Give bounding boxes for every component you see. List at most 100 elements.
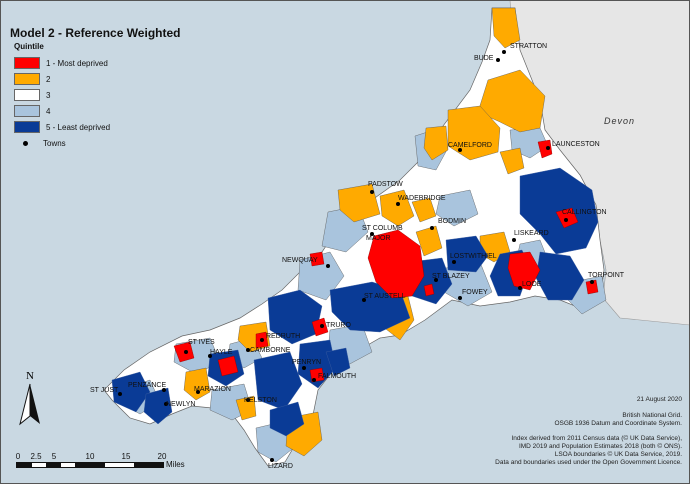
credit-line: LSOA boundaries © UK Data Service, 2019. xyxy=(554,451,682,459)
scale-unit: Miles xyxy=(166,460,185,469)
legend-item-4: 4 xyxy=(14,103,110,119)
town-label: NEWLYN xyxy=(166,401,195,408)
legend-swatch-5 xyxy=(14,121,40,133)
legend-label-towns: Towns xyxy=(43,138,66,148)
legend-label-2: 2 xyxy=(46,74,51,84)
legend-item-towns: Towns xyxy=(14,135,110,151)
credit-line: British National Grid. xyxy=(622,412,682,420)
town-label: LISKEARD xyxy=(514,230,549,237)
legend-label-3: 3 xyxy=(46,90,51,100)
town-marker xyxy=(590,280,594,284)
scale-tick: 2.5 xyxy=(30,452,42,461)
credit-line: OSGB 1936 Datum and Coordinate System. xyxy=(554,420,682,428)
town-label: CALLINGTON xyxy=(562,209,607,216)
map-date: 21 August 2020 xyxy=(636,396,682,403)
town-marker xyxy=(246,348,250,352)
town-label: LAUNCESTON xyxy=(552,141,600,148)
legend-swatch-3 xyxy=(14,89,40,101)
legend-label-1: 1 - Most deprived xyxy=(46,58,108,68)
town-marker xyxy=(246,398,250,402)
town-label: ST COLUMB xyxy=(362,225,403,232)
scale-tick: 15 xyxy=(121,452,131,461)
scale-ticks: 0 2.5 5 10 15 20 xyxy=(16,452,186,462)
town-marker xyxy=(370,232,374,236)
town-marker xyxy=(164,402,168,406)
town-label: LOOE xyxy=(522,281,542,288)
legend-item-1: 1 - Most deprived xyxy=(14,55,110,71)
town-label: WADEBRIDGE xyxy=(398,195,446,202)
town-label: ST JUST xyxy=(90,387,119,394)
town-marker xyxy=(434,278,438,282)
town-label: TRURO xyxy=(326,322,351,329)
north-arrow: N xyxy=(18,370,42,431)
town-marker xyxy=(458,296,462,300)
town-label: CAMBORNE xyxy=(250,347,291,354)
town-label: ST AUSTELL xyxy=(364,293,406,300)
town-marker xyxy=(302,366,306,370)
legend: Quintile 1 - Most deprived 2 3 4 5 - Lea… xyxy=(14,42,110,151)
legend-item-2: 2 xyxy=(14,71,110,87)
credit-line: Data and boundaries used under the Open … xyxy=(495,459,682,467)
devon-label: Devon xyxy=(604,116,636,126)
north-label: N xyxy=(26,370,34,382)
town-label: REDRUTH xyxy=(266,333,300,340)
credit-line: Index derived from 2011 Census data (© U… xyxy=(511,434,683,442)
town-marker xyxy=(370,190,374,194)
town-label: CAMELFORD xyxy=(448,142,492,149)
town-label: HELSTON xyxy=(244,397,277,404)
legend-label-5: 5 - Least deprived xyxy=(46,122,111,132)
scale-bar: 0 2.5 5 10 15 20 Miles xyxy=(16,452,186,469)
town-marker xyxy=(564,218,568,222)
town-label: LOSTWITHIEL xyxy=(450,253,497,260)
town-marker xyxy=(118,392,122,396)
town-label: TORPOINT xyxy=(588,272,625,279)
town-label: MARAZION xyxy=(194,386,231,393)
legend-label-4: 4 xyxy=(46,106,51,116)
town-marker xyxy=(546,146,550,150)
town-marker xyxy=(502,50,506,54)
legend-swatch-2 xyxy=(14,73,40,85)
town-marker xyxy=(260,338,264,342)
town-marker xyxy=(320,324,324,328)
credit-line: IMD 2019 and Population Estimates 2018 (… xyxy=(518,442,682,450)
town-dot-icon xyxy=(23,140,28,146)
town-marker xyxy=(430,226,434,230)
credits: 21 August 2020 British National Grid. OS… xyxy=(382,396,682,467)
quintile-5-areas xyxy=(111,167,599,437)
town-label: STRATTON xyxy=(510,43,547,50)
town-label: PENRYN xyxy=(292,359,321,366)
town-label: ST IVES xyxy=(188,339,215,346)
town-marker xyxy=(208,354,212,358)
town-label: BODMIN xyxy=(438,218,466,225)
town-marker xyxy=(196,390,200,394)
north-arrow-icon xyxy=(19,383,40,426)
town-marker xyxy=(512,238,516,242)
legend-swatch-1 xyxy=(14,57,40,69)
town-marker xyxy=(458,148,462,152)
town-marker xyxy=(312,378,316,382)
map-title: Model 2 - Reference Weighted xyxy=(10,26,181,40)
scale-tick: 0 xyxy=(15,452,21,461)
town-label: FALMOUTH xyxy=(318,373,356,380)
town-marker xyxy=(496,58,500,62)
town-marker xyxy=(270,458,274,462)
scale-tick: 5 xyxy=(51,452,57,461)
legend-item-5: 5 - Least deprived xyxy=(14,119,110,135)
town-marker xyxy=(396,202,400,206)
town-marker xyxy=(162,388,166,392)
towns-layer: STRATTON BUDE LAUNCESTON CAMELFORD PADSTOW WA… xyxy=(90,43,625,470)
town-marker xyxy=(326,264,330,268)
town-label: MAJOR xyxy=(366,235,391,242)
legend-item-3: 3 xyxy=(14,87,110,103)
town-label: NEWQUAY xyxy=(282,257,318,264)
scale-tick: 20 xyxy=(157,452,167,461)
town-label: PENZANCE xyxy=(128,382,166,389)
town-label: FOWEY xyxy=(462,289,488,296)
town-marker xyxy=(518,286,522,290)
town-marker xyxy=(184,350,188,354)
town-label: BUDE xyxy=(474,55,494,62)
town-marker xyxy=(452,260,456,264)
town-label: ST BLAZEY xyxy=(432,273,470,280)
legend-swatch-4 xyxy=(14,105,40,117)
